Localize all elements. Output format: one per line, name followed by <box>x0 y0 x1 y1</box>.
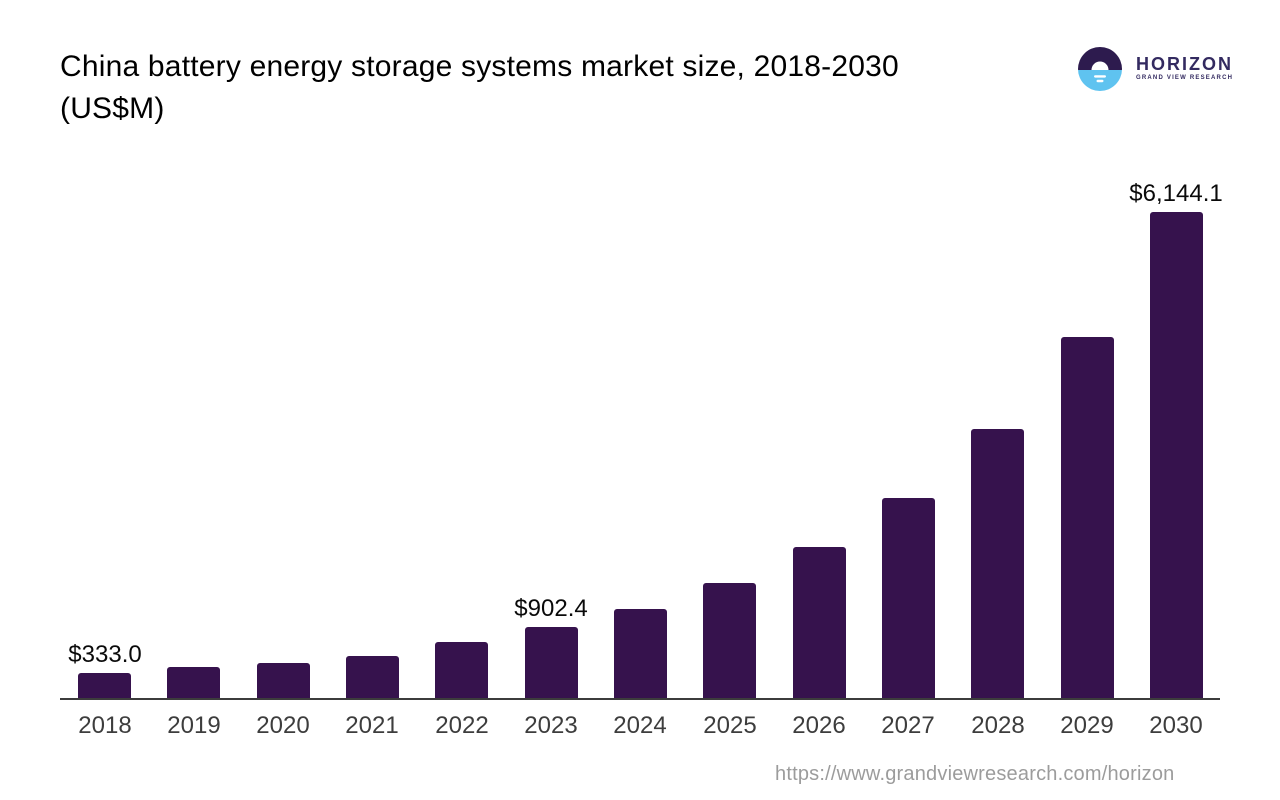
year-label-2020: 2020 <box>256 712 310 739</box>
bar-2022 <box>435 642 488 699</box>
logo-subtitle: GRAND VIEW RESEARCH <box>1136 75 1234 81</box>
bar-2024 <box>614 609 667 699</box>
year-label-2025: 2025 <box>703 712 757 739</box>
bar-2019 <box>167 667 220 699</box>
horizon-logo: HORIZON GRAND VIEW RESEARCH <box>1078 47 1233 91</box>
value-label-2018: $333.0 <box>68 641 142 668</box>
logo-wordmark: HORIZON <box>1136 54 1233 74</box>
page-title: China battery energy storage systems mar… <box>60 46 899 130</box>
source-url: https://www.grandviewresearch.com/horizo… <box>775 763 1175 785</box>
year-label-2030: 2030 <box>1149 712 1203 739</box>
bar-2028 <box>971 429 1024 699</box>
bar-2018 <box>78 673 131 699</box>
bar-2030 <box>1150 212 1203 699</box>
year-label-2027: 2027 <box>881 712 935 739</box>
bar-2020 <box>257 663 310 699</box>
page-title-line2: (US$M) <box>60 92 165 125</box>
value-label-2030: $6,144.1 <box>1129 180 1223 207</box>
year-label-2019: 2019 <box>167 712 221 739</box>
year-label-2022: 2022 <box>435 712 489 739</box>
x-axis-line <box>60 698 1220 700</box>
year-label-2018: 2018 <box>78 712 132 739</box>
year-label-2026: 2026 <box>792 712 846 739</box>
bar-2023 <box>525 627 578 699</box>
bar-2027 <box>882 498 935 699</box>
page-title-line1: China battery energy storage systems mar… <box>60 50 899 83</box>
bar-2021 <box>346 656 399 699</box>
year-label-2028: 2028 <box>971 712 1025 739</box>
x-axis-labels: 2018 2019 2020 2021 2022 2023 2024 2025 2026 2027… <box>60 712 1220 742</box>
bar-chart: $333.0 $902.4 $6,144.1 <box>60 150 1223 699</box>
year-label-2023: 2023 <box>524 712 578 739</box>
bar-2026 <box>793 547 846 699</box>
year-label-2029: 2029 <box>1060 712 1114 739</box>
year-label-2024: 2024 <box>613 712 667 739</box>
bar-2029 <box>1061 337 1114 699</box>
horizon-logo-icon <box>1078 47 1122 91</box>
logo-text: HORIZON GRAND VIEW RESEARCH <box>1136 47 1233 81</box>
value-label-2023: $902.4 <box>514 595 588 622</box>
year-label-2021: 2021 <box>345 712 399 739</box>
bar-2025 <box>703 583 756 699</box>
